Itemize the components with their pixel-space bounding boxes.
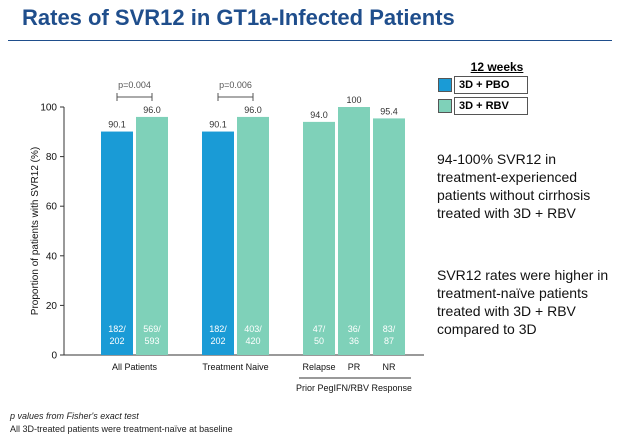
bar-n-top-label: 47/: [313, 324, 326, 334]
y-tick-label: 40: [46, 251, 58, 262]
bar-n-top-label: 182/: [108, 324, 126, 334]
bar-3-2: [338, 107, 370, 355]
pvalue-label: p=0.004: [118, 80, 151, 90]
bar-n-top-label: 182/: [209, 324, 227, 334]
bar-n-bottom-label: 50: [314, 336, 324, 346]
y-tick-label: 100: [40, 103, 57, 114]
legend-label-3d-rbv: 3D + RBV: [454, 97, 528, 115]
y-tick-label: 60: [46, 202, 58, 213]
y-axis-label: Proportion of patients with SVR12 (%): [30, 147, 41, 315]
bar-3-3: [373, 118, 405, 356]
legend-title: 12 weeks: [470, 60, 524, 74]
pvalue-label: p=0.006: [219, 80, 252, 90]
bar-2-1: [202, 131, 234, 355]
bar-n-bottom-label: 36: [349, 336, 359, 346]
bar-n-top-label: 36/: [348, 324, 361, 334]
legend-swatch-3d-pbo: [438, 78, 452, 92]
bar-category-label: NR: [383, 362, 396, 372]
footnote-pvalue-method: p values from Fisher's exact test: [10, 411, 139, 421]
svr12-bar-chart: Proportion of patients with SVR12 (%) 0 20…: [30, 80, 424, 393]
legend-item-3d-rbv: 3D + RBV: [438, 97, 548, 115]
bar-value-label: 90.1: [108, 120, 126, 130]
bar-2-2: [237, 116, 269, 355]
bar-n-bottom-label: 593: [144, 336, 159, 346]
bar-value-label: 100: [346, 95, 361, 105]
title-divider: [8, 40, 612, 41]
bar-n-bottom-label: 420: [245, 336, 260, 346]
bar-category-label: PR: [348, 362, 361, 372]
slide-title: Rates of SVR12 in GT1a-Infected Patients: [22, 5, 455, 30]
bar-category-label: Relapse: [302, 362, 335, 372]
y-tick-label: 80: [46, 152, 58, 163]
y-tick-label: 0: [51, 351, 57, 362]
group-label: Treatment Naive: [202, 362, 268, 372]
bar-value-label: 96.0: [244, 105, 262, 115]
bar-value-label: 94.0: [310, 110, 328, 120]
group-axis-label: Prior PegIFN/RBV Response: [296, 383, 412, 393]
bar-value-label: 95.4: [380, 106, 398, 116]
legend-swatch-3d-rbv: [438, 99, 452, 113]
bar-value-label: 90.1: [209, 120, 227, 130]
bar-n-top-label: 569/: [143, 324, 161, 334]
bar-1-2: [136, 116, 168, 355]
footnote-baseline: All 3D-treated patients were treatment-n…: [10, 424, 233, 434]
bar-n-top-label: 83/: [383, 324, 396, 334]
group-label: All Patients: [112, 362, 158, 372]
bullet-treatment-experienced: 94-100% SVR12 in treatment-experienced p…: [437, 151, 591, 221]
bar-value-label: 96.0: [143, 105, 161, 115]
chart-legend: 12 weeks 3D + PBO 3D + RBV: [438, 60, 548, 118]
y-tick-label: 20: [46, 301, 58, 312]
legend-item-3d-pbo: 3D + PBO: [438, 76, 548, 94]
bar-n-top-label: 403/: [244, 324, 262, 334]
bullet-treatment-naive: SVR12 rates were higher in treatment-naï…: [437, 267, 609, 337]
bar-1-1: [101, 131, 133, 355]
bar-n-bottom-label: 202: [109, 336, 124, 346]
legend-label-3d-pbo: 3D + PBO: [454, 76, 528, 94]
bar-n-bottom-label: 87: [384, 336, 394, 346]
bar-n-bottom-label: 202: [210, 336, 225, 346]
bar-3-1: [303, 121, 335, 355]
